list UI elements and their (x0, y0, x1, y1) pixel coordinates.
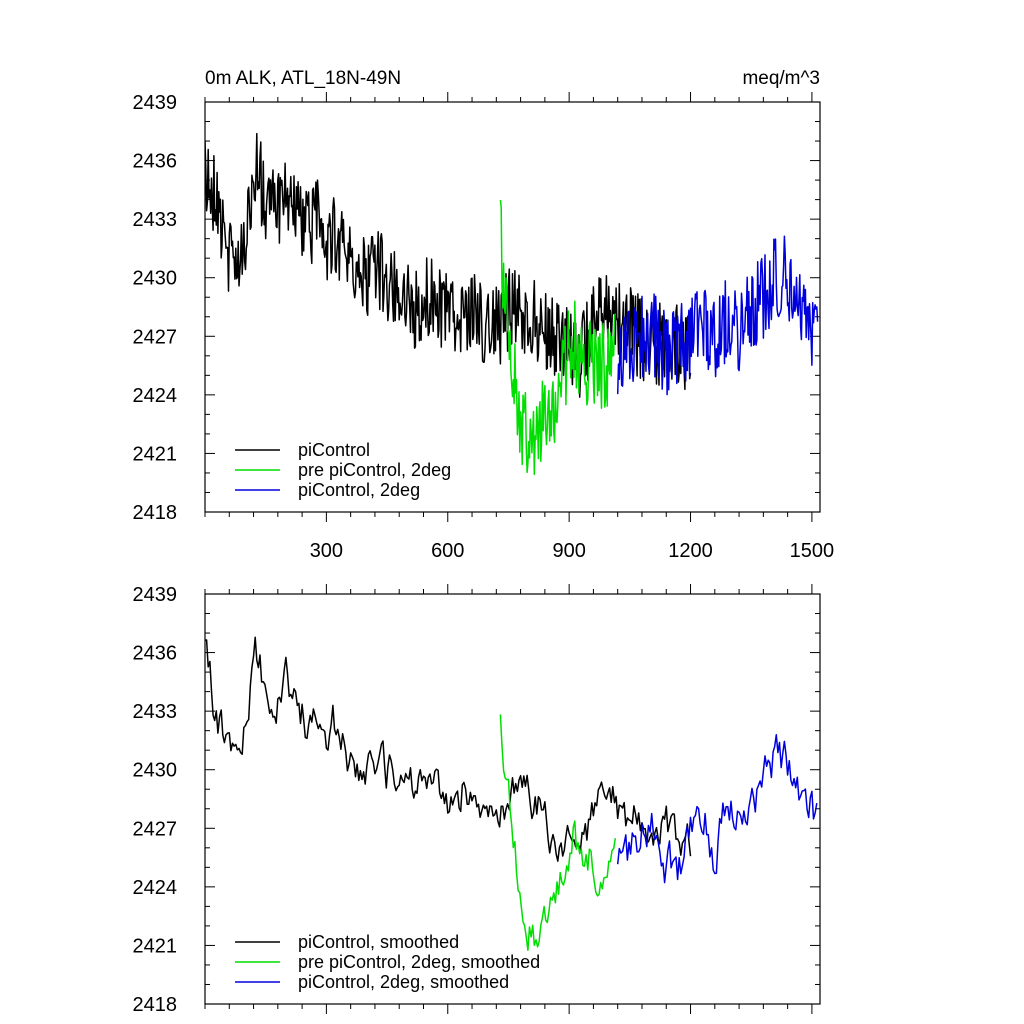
y-tick-label: 2418 (133, 502, 178, 524)
legend-label: pre piControl, 2deg, smoothed (298, 952, 540, 972)
y-tick-label: 2427 (133, 818, 178, 840)
y-tick-label: 2433 (133, 209, 178, 231)
x-tick-label: 900 (552, 540, 585, 562)
x-tick-label: 300 (310, 540, 343, 562)
legend-label: pre piControl, 2deg (298, 460, 451, 480)
y-tick-label: 2439 (133, 584, 178, 606)
x-tick-label: 1200 (668, 540, 713, 562)
legend-label: piControl, smoothed (298, 932, 459, 952)
plot-frame (204, 101, 821, 513)
y-tick-label: 2424 (133, 385, 178, 407)
legend-label: piControl (298, 440, 370, 460)
y-tick-label: 2427 (133, 326, 178, 348)
series-line (616, 235, 819, 396)
legend-label: piControl, 2deg, smoothed (298, 972, 509, 992)
y-tick-label: 2421 (133, 935, 178, 957)
y-tick-label: 2424 (133, 877, 178, 899)
x-tick-label: 600 (431, 540, 464, 562)
y-tick-label: 2439 (133, 92, 178, 114)
y-tick-label: 2430 (133, 268, 178, 290)
plot-frame (204, 593, 821, 1005)
y-tick-label: 2436 (133, 151, 178, 173)
y-tick-label: 2421 (133, 443, 178, 465)
series-line (205, 132, 692, 398)
y-tick-label: 2436 (133, 643, 178, 665)
bottom-panel: 2418 2421 2424 2427 2430 2433 2436 2439 piContro… (133, 584, 821, 1016)
series-line (499, 200, 617, 476)
legend-label: piControl, 2deg (298, 480, 420, 500)
series-line (616, 734, 818, 884)
y-tick-label: 2418 (133, 994, 178, 1016)
y-tick-label: 2430 (133, 760, 178, 782)
top-panel: 2418 2421 2424 2427 2430 2433 2436 2439 300 600 90… (133, 68, 835, 562)
series-line (499, 714, 617, 951)
chart-title: 0m ALK, ATL_18N-49N (205, 68, 401, 89)
y-tick-label: 2433 (133, 701, 178, 723)
x-tick-label: 1500 (790, 540, 835, 562)
series-line (205, 636, 692, 862)
chart-units: meq/m^3 (742, 68, 820, 89)
